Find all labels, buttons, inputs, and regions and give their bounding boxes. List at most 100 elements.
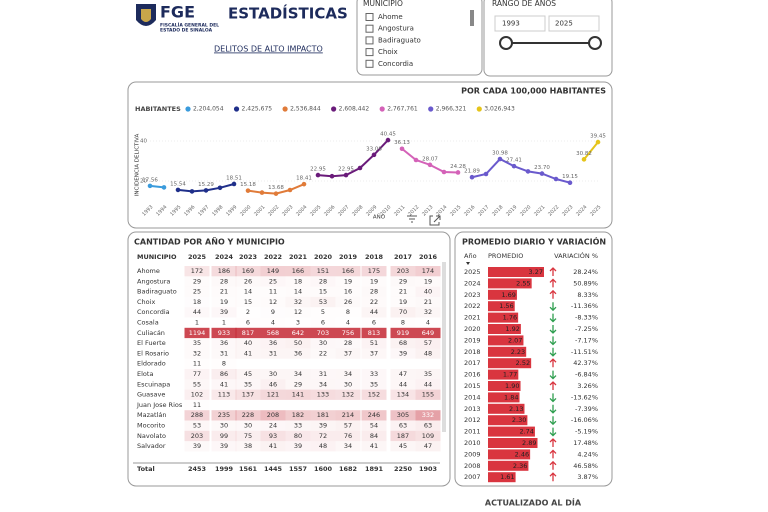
cell-shade	[361, 430, 387, 442]
arrow-down	[549, 416, 557, 426]
cell-shade	[390, 389, 416, 400]
value-label: 39.45	[590, 134, 606, 140]
cell-shade	[260, 389, 286, 400]
cell: 36	[220, 339, 228, 347]
page-subtitle[interactable]: DELITOS DE ALTO IMPACTO	[214, 45, 323, 54]
cell-shade	[285, 420, 311, 431]
cell-shade	[211, 266, 237, 277]
row-label: Badiraguato	[137, 288, 177, 296]
point	[469, 174, 475, 180]
cell: 2	[246, 308, 250, 316]
cell: 33	[370, 370, 378, 378]
cell: 36	[294, 349, 302, 357]
cell: 133	[317, 391, 329, 399]
checkbox[interactable]	[365, 48, 374, 57]
promedio-label: 2.74	[519, 428, 533, 436]
cell-shade	[235, 389, 261, 400]
promedio-bar	[488, 438, 538, 448]
column-header: Año	[464, 252, 477, 260]
cell: 53	[319, 298, 327, 306]
promedio-bar	[488, 289, 517, 300]
cell: 37	[370, 349, 378, 357]
point	[553, 176, 559, 182]
point	[525, 169, 531, 174]
visual-icons[interactable]	[407, 215, 441, 226]
cell: 35	[193, 339, 201, 347]
cell-shade	[235, 430, 261, 442]
total-cell: 1682	[339, 465, 357, 473]
cell: 11	[269, 288, 277, 296]
cell: 4	[271, 319, 275, 327]
promedio-bar	[488, 346, 527, 357]
cell: 77	[193, 370, 201, 378]
legend-marker	[282, 106, 288, 112]
cell: 141	[292, 391, 304, 399]
checkbox[interactable]	[365, 13, 374, 21]
column-header: 2018	[365, 253, 384, 261]
range-to-box[interactable]	[548, 15, 600, 32]
scrollbar[interactable]	[442, 262, 446, 432]
promedio-label: 2.46	[515, 450, 529, 458]
cell-shade	[361, 441, 387, 452]
cell: 6	[246, 319, 250, 327]
cell: 1194	[189, 329, 206, 337]
value-label: 33.08	[366, 146, 382, 152]
promedio-bar	[488, 392, 520, 403]
x-axis-label: AÑO	[373, 214, 386, 221]
slider-handle[interactable]	[588, 36, 602, 50]
year: 2013	[464, 405, 481, 413]
cell-shade	[415, 338, 441, 349]
range-from-box[interactable]	[494, 15, 546, 32]
cell-shade	[361, 307, 387, 318]
arrow-up	[549, 267, 557, 276]
legend-marker	[476, 106, 482, 112]
cell: 3	[296, 319, 300, 327]
point	[413, 157, 419, 163]
cell: 203	[191, 432, 203, 440]
promedio-label: 2.55	[516, 279, 530, 287]
cell: 30	[319, 339, 327, 347]
municipio-filter	[356, 0, 483, 76]
cell-shade	[310, 410, 336, 421]
cell: 30	[220, 422, 228, 430]
cell-shade	[335, 369, 361, 380]
cell: 41	[370, 442, 378, 450]
value-label: 30.82	[576, 151, 592, 157]
point	[581, 157, 587, 162]
cell: 28	[344, 339, 352, 347]
cell-shade	[310, 327, 336, 339]
cell: 34	[344, 370, 352, 378]
cell: 63	[399, 422, 407, 430]
value-label: 15.18	[240, 182, 256, 188]
point	[231, 181, 237, 187]
range-from: 1993	[502, 20, 520, 28]
value-label: 15.54	[170, 181, 186, 187]
cell: 288	[191, 411, 203, 419]
year: 2022	[464, 302, 481, 310]
cell: 4	[426, 319, 430, 327]
checkbox[interactable]	[365, 59, 374, 68]
scrollbar[interactable]	[470, 10, 474, 26]
slider-handle[interactable]	[499, 36, 513, 50]
promedio-bar	[488, 278, 532, 289]
cell-shade	[184, 369, 210, 380]
cell: 29	[193, 277, 201, 285]
cell-shade	[285, 441, 311, 452]
point	[161, 185, 167, 190]
cell-shade	[310, 296, 336, 308]
promedio-bar	[488, 335, 524, 346]
cell: 182	[292, 411, 304, 419]
checkbox[interactable]	[365, 24, 374, 33]
cell: 39	[193, 442, 201, 450]
cell: 181	[317, 411, 329, 419]
checkbox[interactable]	[365, 36, 374, 45]
cell: 44	[399, 380, 407, 388]
cell: 25	[193, 288, 201, 296]
promedio-bar	[488, 460, 529, 471]
cell-shade	[415, 369, 441, 380]
cell: 28	[220, 277, 228, 285]
cell: 132	[342, 391, 354, 399]
cell: 6	[321, 319, 325, 327]
cell-shade	[285, 266, 311, 277]
